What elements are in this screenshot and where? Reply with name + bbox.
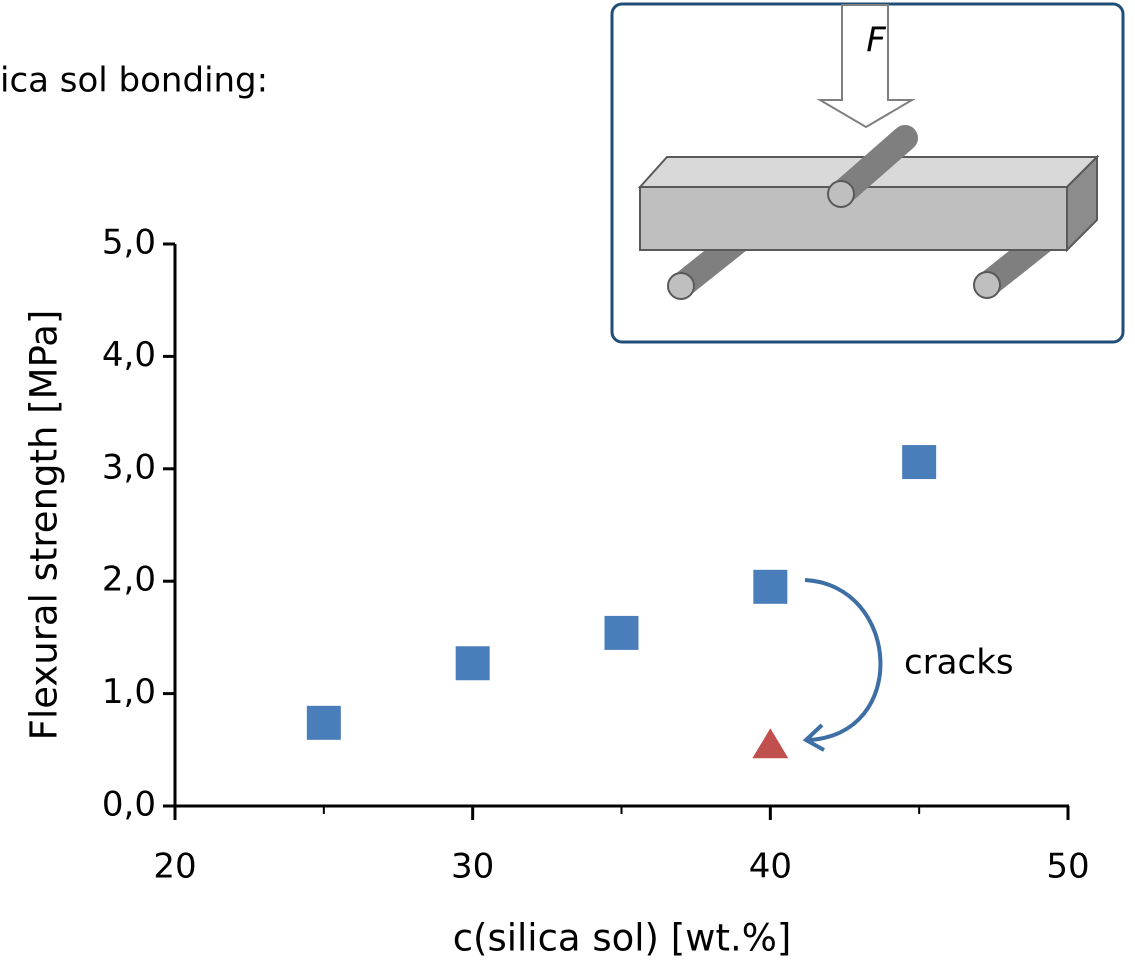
- chart-title: ica sol bonding:: [0, 61, 268, 101]
- y-axis-label: Flexural strength [MPa]: [23, 310, 66, 741]
- square-marker: [456, 646, 490, 680]
- inset-diagram: F: [612, 4, 1123, 342]
- square-marker: [753, 570, 787, 604]
- chart: ica sol bonding: F Flexural strength [MP…: [0, 0, 1135, 966]
- annotation: cracks: [904, 643, 1014, 683]
- square-marker: [902, 445, 936, 479]
- y-tick-label: 3,0: [102, 447, 156, 487]
- y-tick-label: 0,0: [102, 785, 156, 825]
- x-tick-label: 30: [451, 847, 494, 887]
- x-tick-label: 40: [749, 847, 792, 887]
- roller-end: [974, 272, 1000, 298]
- x-tick-label: 20: [153, 847, 196, 887]
- square-marker: [605, 616, 639, 650]
- x-tick-label: 50: [1046, 847, 1089, 887]
- roller-end: [828, 181, 854, 207]
- square-marker: [307, 706, 341, 740]
- y-tick-label: 2,0: [102, 560, 156, 600]
- y-tick-label: 1,0: [102, 672, 156, 712]
- roller-end: [668, 273, 694, 299]
- y-tick-label: 4,0: [102, 335, 156, 375]
- force-label: F: [866, 21, 886, 61]
- x-axis-label: c(silica sol) [wt.%]: [453, 917, 792, 960]
- y-tick-label: 5,0: [102, 223, 156, 263]
- triangle-marker: [752, 728, 788, 758]
- annotation-arrow: [805, 580, 880, 740]
